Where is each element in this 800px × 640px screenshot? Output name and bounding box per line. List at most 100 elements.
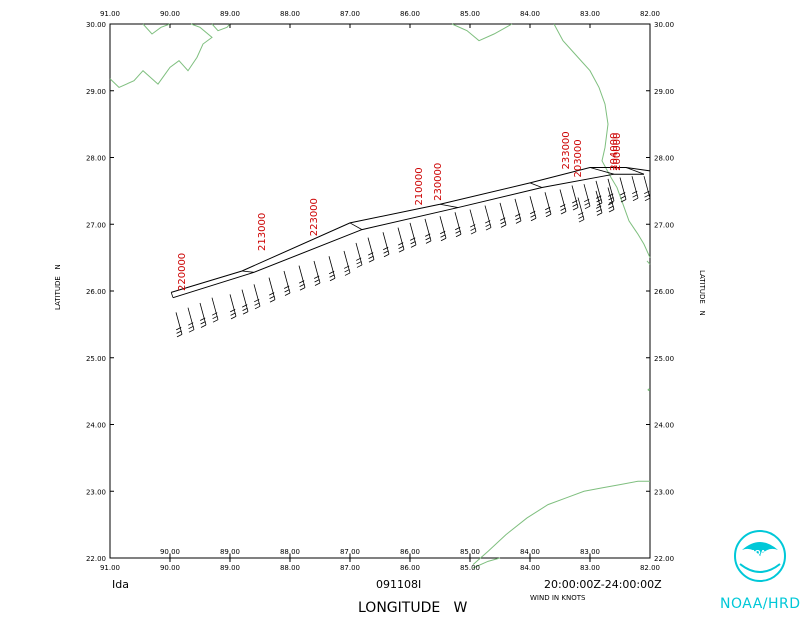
wind-barb-feather bbox=[515, 217, 521, 221]
lon-tick-label-top: 85.00 bbox=[460, 10, 480, 18]
wind-barb bbox=[514, 198, 522, 224]
wind-units: WIND IN KNOTS bbox=[530, 594, 586, 602]
wind-barb-feather bbox=[485, 227, 492, 231]
wind-barb-feather bbox=[530, 217, 537, 222]
coastline bbox=[553, 23, 651, 258]
wind-barb-feather bbox=[398, 249, 405, 253]
wind-barb-staff bbox=[382, 232, 390, 255]
wind-barb bbox=[631, 176, 639, 202]
wind-barb-feather bbox=[440, 230, 446, 235]
wind-barb-staff bbox=[397, 227, 405, 250]
wind-barb-feather bbox=[356, 261, 362, 265]
lat-tick-label-right: 25.00 bbox=[654, 355, 674, 363]
lon-tick-label-top: 82.00 bbox=[640, 10, 660, 18]
wind-barb-feather bbox=[470, 224, 476, 228]
wind-barb-staff bbox=[409, 222, 417, 246]
wind-barb-staff bbox=[229, 294, 237, 317]
wind-barb bbox=[424, 218, 432, 244]
wind-barb bbox=[409, 222, 417, 248]
lat-tick-label-right: 26.00 bbox=[654, 288, 674, 296]
wind-barb-feather bbox=[500, 224, 507, 228]
wind-barb-feather bbox=[578, 215, 584, 219]
wind-barb bbox=[199, 302, 207, 328]
lat-tick-label-left: 26.00 bbox=[86, 288, 106, 296]
wind-barb-staff bbox=[313, 260, 321, 284]
wind-barb bbox=[544, 192, 552, 218]
wind-barb-feather bbox=[632, 190, 638, 195]
wind-barb-feather bbox=[572, 207, 579, 211]
flight-track-leg bbox=[349, 222, 363, 230]
wind-barb-feather bbox=[200, 317, 206, 321]
lon-tick-label-inner: 88.00 bbox=[280, 548, 300, 556]
flight-time-label: 200000 bbox=[612, 133, 623, 171]
wind-barb bbox=[187, 307, 195, 333]
wind-barb-feather bbox=[608, 202, 614, 206]
wind-barb bbox=[571, 185, 579, 211]
lon-tick-label-inner: 90.00 bbox=[160, 548, 180, 556]
wind-barb-feather bbox=[230, 315, 237, 320]
wind-barb-feather bbox=[242, 311, 249, 315]
wind-barb bbox=[619, 177, 627, 203]
wind-barb-feather bbox=[620, 195, 626, 199]
lon-tick-label-top: 89.00 bbox=[220, 10, 240, 18]
flight-time-label: 203000 bbox=[573, 139, 584, 177]
wind-barb-feather bbox=[176, 330, 182, 334]
lat-tick-label-left: 22.00 bbox=[86, 555, 106, 563]
wind-barb-feather bbox=[269, 299, 276, 303]
wind-barb bbox=[643, 176, 651, 202]
flight-time-label: 223000 bbox=[309, 198, 320, 236]
wind-barb-feather bbox=[383, 246, 389, 251]
wind-barb-feather bbox=[596, 199, 602, 203]
wind-barb-staff bbox=[499, 202, 507, 225]
lat-tick-label-left: 30.00 bbox=[86, 21, 106, 29]
wind-barb-staff bbox=[298, 265, 306, 288]
flight-track-layer bbox=[170, 167, 651, 299]
wind-barb-feather bbox=[440, 234, 446, 238]
wind-barb-feather bbox=[242, 304, 248, 308]
wind-barb-feather bbox=[344, 269, 350, 273]
coastline bbox=[646, 260, 651, 265]
wind-barb-feather bbox=[200, 324, 207, 328]
lon-tick-label-top: 83.00 bbox=[580, 10, 600, 18]
wind-barb-feather bbox=[485, 220, 491, 224]
x-axis-title: LONGITUDE W bbox=[358, 600, 468, 616]
wind-barb-staff bbox=[514, 198, 522, 221]
lon-tick-label-bottom: 87.00 bbox=[340, 564, 360, 572]
wind-barb-feather bbox=[620, 192, 626, 196]
wind-barb-feather bbox=[212, 312, 218, 316]
lat-tick-label-left: 27.00 bbox=[86, 221, 106, 229]
wind-barb-feather bbox=[545, 213, 552, 218]
wind-barb-feather bbox=[356, 264, 363, 268]
lat-tick-label-right: 27.00 bbox=[654, 221, 674, 229]
wind-barb-feather bbox=[368, 252, 374, 256]
lon-tick-label-inner: 85.00 bbox=[460, 548, 480, 556]
wind-barb-feather bbox=[299, 283, 305, 287]
lon-tick-label-bottom: 89.00 bbox=[220, 564, 240, 572]
wind-barb-feather bbox=[620, 199, 627, 203]
wind-barb-feather bbox=[200, 321, 206, 325]
wind-barb-feather bbox=[230, 308, 236, 313]
lon-tick-label-inner: 87.00 bbox=[340, 548, 360, 556]
plot-border bbox=[109, 23, 651, 559]
wind-barb-staff bbox=[559, 189, 567, 212]
wind-barb-staff bbox=[187, 307, 195, 330]
flight-id: 091108I bbox=[376, 578, 421, 591]
wind-barb-feather bbox=[596, 212, 603, 216]
wind-barb-feather bbox=[560, 207, 566, 211]
wind-barb-staff bbox=[367, 237, 375, 260]
wind-barb-feather bbox=[212, 315, 218, 320]
wind-barb bbox=[298, 265, 306, 291]
wind-barb-feather bbox=[356, 257, 362, 261]
wind-barb-feather bbox=[269, 295, 275, 300]
wind-barb bbox=[175, 312, 183, 338]
wind-barb-staff bbox=[469, 209, 477, 232]
wind-barb-feather bbox=[572, 203, 578, 207]
wind-barb-staff bbox=[595, 190, 603, 213]
wind-barb-feather bbox=[530, 210, 536, 215]
wind-barb-staff bbox=[643, 176, 651, 199]
wind-barb-feather bbox=[578, 212, 584, 216]
wind-barb-staff bbox=[484, 205, 492, 228]
wind-barb-feather bbox=[425, 233, 431, 237]
wind-barb-staff bbox=[211, 297, 219, 320]
wind-barb-feather bbox=[545, 206, 551, 211]
